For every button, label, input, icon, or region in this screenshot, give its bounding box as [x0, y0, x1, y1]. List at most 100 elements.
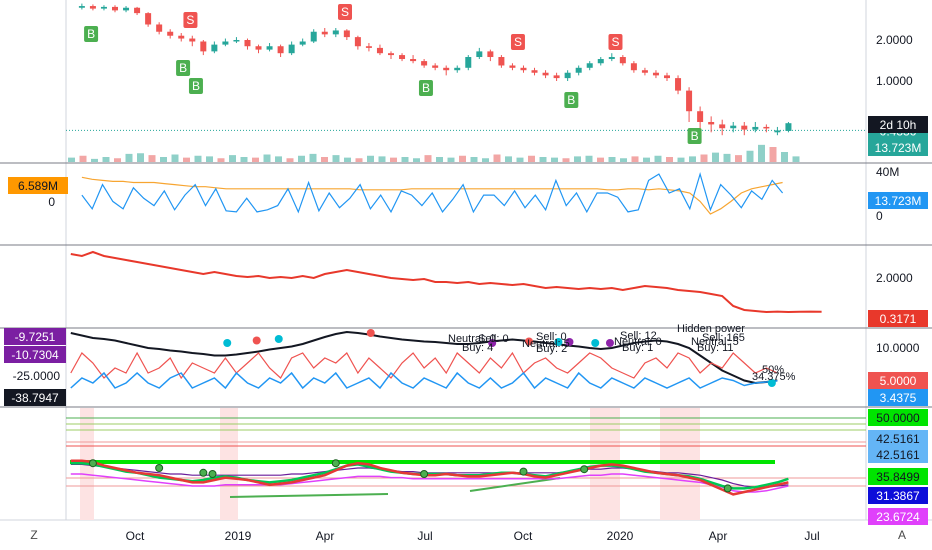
volume-bar — [539, 157, 547, 162]
oscillator-annotation: 50% — [762, 364, 784, 376]
bottom-right-tag: 42.5161 — [876, 448, 920, 462]
oscillator-signal-dot — [554, 338, 563, 346]
candle-body — [266, 46, 273, 50]
volume-bar — [459, 155, 466, 162]
volume-bar — [401, 157, 409, 162]
candle-body — [78, 6, 85, 8]
volume-bar — [183, 157, 190, 162]
oscillator-signal-dot — [565, 338, 574, 346]
candle-body — [619, 57, 626, 64]
support-trendline — [469, 477, 561, 492]
auto-scale-button[interactable]: A — [898, 528, 906, 542]
candle-body — [498, 57, 505, 66]
candle-body — [321, 31, 328, 35]
sell-signal-label: S — [186, 13, 194, 27]
candle-body — [134, 7, 141, 14]
volume-bar — [206, 156, 213, 162]
candle-body — [354, 37, 361, 47]
osc-right-tag-1: 5.0000 — [880, 374, 917, 388]
bottom-right-tag-bg — [868, 487, 928, 504]
bottom-signal-dot — [420, 470, 429, 478]
candle-body — [564, 72, 571, 79]
candle-body — [487, 51, 494, 58]
volume-bar — [505, 156, 512, 162]
buy-signal-label: B — [179, 61, 187, 75]
oscillator-annotation: Neutral: 5 — [691, 336, 739, 348]
oscillator-annotation: Sell: 0 — [478, 333, 509, 345]
volume-bar — [792, 156, 800, 162]
candle-body — [586, 63, 593, 68]
volume-bar — [781, 152, 788, 162]
volume-bar — [275, 156, 282, 162]
buy-signal-label: B — [567, 93, 575, 107]
sell-signal-marker — [338, 4, 352, 20]
trend-line — [70, 250, 822, 314]
volume-bar — [493, 154, 501, 162]
volume-bar — [194, 155, 202, 162]
candle-body — [299, 41, 306, 45]
buy-signal-marker — [687, 128, 702, 144]
candle-body — [675, 78, 682, 91]
volume-osc-left-tag: 6.589M — [18, 179, 58, 193]
volume-bar — [413, 158, 420, 162]
candle-body — [277, 46, 284, 54]
candle-body — [399, 55, 406, 60]
volume-bar — [263, 154, 271, 162]
candle-body — [509, 65, 516, 68]
volume-bar — [447, 157, 455, 162]
oscillator-signal-dot — [591, 339, 600, 347]
bottom-signal-dot — [331, 459, 340, 468]
oscillator-signal-dot — [274, 335, 283, 343]
candle-body — [421, 61, 428, 66]
candle-body — [211, 44, 218, 52]
volume-bar — [160, 157, 167, 162]
candle-body — [244, 40, 251, 47]
osc-left-tick: -25.0000 — [13, 369, 61, 383]
volume-bar — [666, 157, 673, 162]
volume-bar — [91, 158, 98, 162]
oscillator-blue-line — [70, 371, 778, 390]
volume-osc-line — [81, 171, 784, 214]
oscillator-annotation: Buy: 1 — [622, 342, 653, 354]
volume-osc-max-tick: 40M — [876, 165, 899, 179]
sell-signal-label: S — [611, 35, 619, 49]
volume-bar — [562, 158, 570, 162]
volume-bar — [309, 153, 317, 162]
candle-body — [343, 30, 350, 38]
price-tick-label: 1.0000 — [876, 74, 913, 88]
candle-body — [476, 51, 483, 58]
time-tick-label: Jul — [417, 529, 432, 543]
bottom-right-tag-bg — [868, 446, 928, 463]
buy-signal-label: B — [422, 81, 430, 95]
osc-right-tag-1-bg — [868, 372, 928, 389]
candle-body — [641, 70, 648, 73]
candle-body — [597, 59, 604, 64]
volume-value-tag-bg — [868, 139, 928, 156]
candle-body — [156, 24, 163, 32]
oscillator-signal-dot — [366, 329, 375, 337]
bottom-signal-dot — [88, 459, 97, 468]
oscillator-signal-dot — [252, 336, 261, 345]
volume-bar — [700, 154, 708, 162]
candle-body — [531, 70, 538, 73]
bar-countdown-tag-bg — [868, 116, 928, 133]
bottom-signal-dot — [199, 468, 208, 477]
candle-body — [719, 124, 726, 129]
volume-bar — [148, 155, 156, 162]
sell-signal-label: S — [341, 5, 349, 19]
candle-body — [388, 53, 394, 56]
bottom-right-tag: 35.8499 — [876, 470, 920, 484]
candle-body — [542, 72, 549, 76]
candle-body — [200, 41, 207, 52]
zoom-button[interactable]: Z — [30, 528, 37, 542]
volume-bar — [585, 155, 593, 162]
support-trendline — [229, 493, 389, 498]
buy-signal-marker — [418, 80, 433, 96]
volume-osc-right-tag: 13.723M — [875, 194, 922, 208]
volume-bar — [229, 155, 236, 162]
volume-bar — [769, 147, 777, 162]
bottom-signal-dot — [723, 484, 732, 493]
volume-bar — [528, 155, 535, 162]
